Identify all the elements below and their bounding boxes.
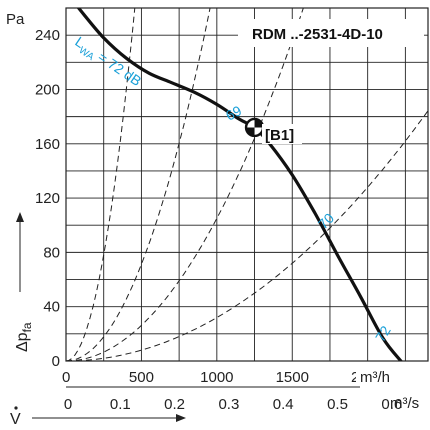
x-tick-labels: 0500100015002000 <box>62 369 384 386</box>
y-tick-labels: 0 40 80 120 160 200 240 <box>35 27 60 370</box>
y-tick-label: 0 <box>52 353 60 370</box>
x-tick-label: 0 <box>62 369 70 386</box>
operating-point-label-bg <box>262 124 302 144</box>
y-tick-label: 160 <box>35 136 60 153</box>
plot-frame <box>65 7 429 362</box>
x-secondary-tick-label: 0.6 <box>381 396 402 413</box>
x-axis-label: V <box>10 411 21 428</box>
fan-curve <box>76 8 403 361</box>
x-secondary-tick-label: 0.5 <box>327 396 348 413</box>
operating-point-quadrant-bl <box>246 127 255 136</box>
svg-text:70: 70 <box>315 210 337 232</box>
x-unit-primary: m³/h <box>360 369 390 386</box>
y-axis-symbol: Δp <box>14 332 31 352</box>
x-unit-secondary: m³/s <box>390 395 419 412</box>
system-curve <box>66 8 136 361</box>
operating-point-marker <box>244 117 265 138</box>
system-curve <box>66 8 211 361</box>
sound-label-70: 70 <box>315 210 337 232</box>
y-axis-label: Δpfa <box>14 322 34 352</box>
sound-label-69: 69 <box>223 102 244 124</box>
x-secondary-tick-label: 0.2 <box>164 396 185 413</box>
x-tick-label: 1000 <box>200 369 233 386</box>
sound-label-72: 72 <box>372 323 394 345</box>
y-axis-arrowhead <box>16 212 24 222</box>
y-axis-subscript: fa <box>20 322 34 332</box>
x-tick-label: 1500 <box>276 369 309 386</box>
operating-point-label: [B1] <box>265 127 294 144</box>
x-secondary-tick-label: 0.3 <box>218 396 239 413</box>
x-axis-arrowhead <box>176 414 186 422</box>
system-curve <box>66 8 304 361</box>
x-axis-label-dot <box>14 406 18 410</box>
svg-text:72: 72 <box>372 323 394 345</box>
y-tick-label: 80 <box>43 244 60 261</box>
y-tick-label: 200 <box>35 81 60 98</box>
y-unit: Pa <box>6 11 25 28</box>
svg-text:Δpfa: Δpfa <box>14 322 34 352</box>
x-secondary-tick-label: 0 <box>64 396 72 413</box>
x-secondary-tick-label: 0.1 <box>110 396 131 413</box>
x-tick-label: 500 <box>129 369 154 386</box>
y-tick-label: 240 <box>35 27 60 44</box>
svg-text:69: 69 <box>223 102 244 124</box>
y-tick-label: 120 <box>35 190 60 207</box>
system-curve <box>66 110 428 361</box>
y-tick-label: 40 <box>43 299 60 316</box>
title-box <box>238 19 424 47</box>
x-secondary-tick-labels: 0 0.1 0.2 0.3 0.4 0.5 0.6 <box>64 396 402 413</box>
x-unit-bg <box>356 366 428 386</box>
system-curves <box>66 8 428 361</box>
operating-point-quadrant-tr <box>254 118 264 128</box>
chart-title: RDM ..-2531-4D-10 <box>252 26 383 43</box>
x-secondary-tick-label: 0.4 <box>273 396 294 413</box>
